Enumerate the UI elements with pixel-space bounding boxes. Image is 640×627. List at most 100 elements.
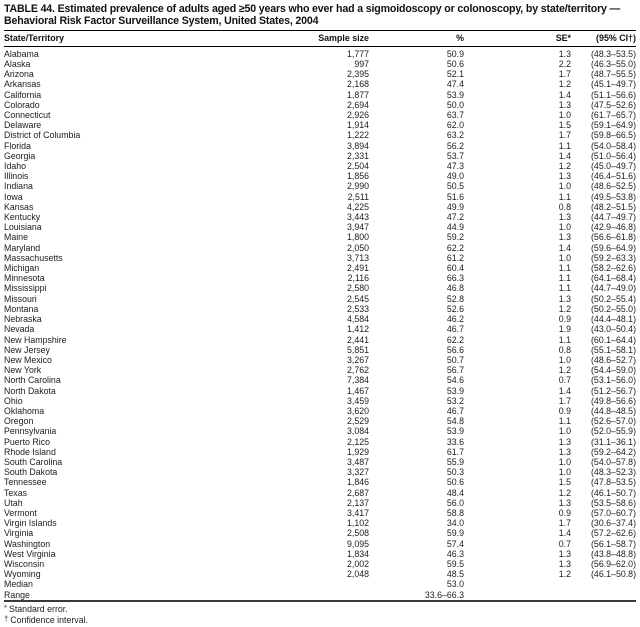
cell-ci: (48.3–53.5) xyxy=(591,48,636,59)
cell-percent: 51.6 xyxy=(446,191,464,202)
cell-percent: 46.7 xyxy=(446,405,464,416)
table-row: Arizona 2,395 52.1 1.7 (48.7–55.5) xyxy=(4,69,636,79)
table-row: Alabama 1,777 50.9 1.3 (48.3–53.5) xyxy=(4,46,636,59)
cell-state-territory: Nebraska xyxy=(4,314,42,325)
cell-ci: (56.6–61.8) xyxy=(591,232,636,243)
table-row: Montana 2,533 52.6 1.2 (50.2–55.0) xyxy=(4,304,636,314)
cell-state-territory: Range xyxy=(4,589,30,600)
table-row: Utah 2,137 56.0 1.3 (53.5–58.6) xyxy=(4,498,636,508)
table-row: Michigan 2,491 60.4 1.1 (58.2–62.6) xyxy=(4,263,636,273)
cell-state-territory: Arizona xyxy=(4,69,34,80)
cell-sample-size: 2,545 xyxy=(346,293,369,304)
table-row: Florida 3,894 56.2 1.1 (54.0–58.4) xyxy=(4,141,636,151)
cell-se: 1.2 xyxy=(558,487,571,498)
footnote-marker-dagger: † xyxy=(4,614,9,624)
cell-percent: 49.9 xyxy=(446,201,464,212)
table-row: Alaska 997 50.6 2.2 (46.3–55.0) xyxy=(4,59,636,69)
table-row: Kansas 4,225 49.9 0.8 (48.2–51.5) xyxy=(4,202,636,212)
cell-state-territory: Wyoming xyxy=(4,569,41,580)
cell-se: 1.7 xyxy=(558,395,571,406)
cell-percent: 62.0 xyxy=(446,120,464,131)
col-header-state-territory: State/Territory xyxy=(4,29,303,47)
cell-se: 1.2 xyxy=(558,365,571,376)
cell-sample-size: 1,856 xyxy=(346,171,369,182)
cell-sample-size: 1,800 xyxy=(346,232,369,243)
cell-sample-size: 1,834 xyxy=(346,548,369,559)
cell-ci: (49.5–53.8) xyxy=(591,191,636,202)
cell-sample-size: 9,095 xyxy=(346,538,369,549)
cell-percent: 60.4 xyxy=(446,263,464,274)
cell-state-territory: Oregon xyxy=(4,416,34,427)
cell-state-territory: Virginia xyxy=(4,528,34,539)
cell-percent: 53.7 xyxy=(446,150,464,161)
cell-se: 1.3 xyxy=(558,232,571,243)
cell-se xyxy=(464,579,571,589)
cell-sample-size: 2,116 xyxy=(347,273,369,284)
cell-state-territory: Ohio xyxy=(4,395,23,406)
cell-se: 1.3 xyxy=(558,497,571,508)
cell-sample-size: 1,846 xyxy=(346,477,369,488)
header-row: State/Territory Sample size % SE* (95% C… xyxy=(4,29,636,47)
cell-state-territory: Maine xyxy=(4,232,28,243)
table-row: North Dakota 1,467 53.9 1.4 (51.2–56.7) xyxy=(4,386,636,396)
table-row: Texas 2,687 48.4 1.2 (46.1–50.7) xyxy=(4,488,636,498)
cell-ci: (59.8–66.5) xyxy=(591,130,636,141)
table-row: Massachusetts 3,713 61.2 1.0 (59.2–63.3) xyxy=(4,253,636,263)
cell-ci: (52.6–57.0) xyxy=(591,416,636,427)
cell-sample-size: 3,620 xyxy=(346,405,369,416)
cell-sample-size: 2,694 xyxy=(346,99,369,110)
cell-sample-size: 2,137 xyxy=(346,497,369,508)
table-row: Oregon 2,529 54.8 1.1 (52.6–57.0) xyxy=(4,416,636,426)
cell-percent: 62.2 xyxy=(446,242,464,253)
cell-state-territory: North Dakota xyxy=(4,385,56,396)
footnote-standard-error: * Standard error. xyxy=(4,603,636,615)
cell-ci xyxy=(571,590,636,601)
cell-ci: (44.4–48.1) xyxy=(591,314,636,325)
footnotes: * Standard error. † Confidence interval. xyxy=(4,602,636,627)
cell-state-territory: Oklahoma xyxy=(4,405,45,416)
table-row: Delaware 1,914 62.0 1.5 (59.1–64.9) xyxy=(4,120,636,130)
table-row: Kentucky 3,443 47.2 1.3 (44.7–49.7) xyxy=(4,212,636,222)
cell-percent: 52.1 xyxy=(446,69,464,80)
cell-ci: (46.1–50.7) xyxy=(591,487,636,498)
cell-sample-size: 2,504 xyxy=(346,161,369,172)
cell-state-territory: Washington xyxy=(4,538,51,549)
table-row: South Carolina 3,487 55.9 1.0 (54.0–57.8) xyxy=(4,457,636,467)
cell-state-territory: Median xyxy=(4,579,33,590)
cell-sample-size: 4,225 xyxy=(346,201,369,212)
cell-sample-size: 2,529 xyxy=(346,416,369,427)
cell-percent: 62.2 xyxy=(446,334,464,345)
cell-sample-size: 2,395 xyxy=(346,69,369,80)
cell-percent: 48.4 xyxy=(446,487,464,498)
table-row: Georgia 2,331 53.7 1.4 (51.0–56.4) xyxy=(4,151,636,161)
cell-se: 1.0 xyxy=(558,426,571,437)
cell-state-territory: South Dakota xyxy=(4,467,58,478)
cell-se: 1.7 xyxy=(558,518,571,529)
cell-sample-size: 2,926 xyxy=(346,110,369,121)
cell-percent: 44.9 xyxy=(446,222,464,233)
cell-se: 1.7 xyxy=(558,130,571,141)
cell-se: 1.4 xyxy=(558,385,571,396)
cell-percent: 53.0 xyxy=(446,579,464,590)
table-row: New York 2,762 56.7 1.2 (54.4–59.0) xyxy=(4,365,636,375)
cell-ci: (51.2–56.7) xyxy=(591,385,636,396)
cell-state-territory: Texas xyxy=(4,487,27,498)
cell-ci: (54.0–57.8) xyxy=(591,456,636,467)
cell-state-territory: New Jersey xyxy=(4,344,50,355)
cell-sample-size: 2,125 xyxy=(346,436,369,447)
cell-state-territory: Alabama xyxy=(4,48,39,59)
cell-state-territory: Wisconsin xyxy=(4,558,45,569)
cell-sample-size: 1,777 xyxy=(346,48,369,59)
cell-state-territory: Connecticut xyxy=(4,110,51,121)
cell-state-territory: Montana xyxy=(4,303,39,314)
table-row: West Virginia 1,834 46.3 1.3 (43.8–48.8) xyxy=(4,549,636,559)
cell-se: 1.5 xyxy=(558,120,571,131)
cell-sample-size xyxy=(303,590,369,601)
footnote-text-standard-error: Standard error. xyxy=(8,603,68,614)
table-row: Missouri 2,545 52.8 1.3 (50.2–55.4) xyxy=(4,294,636,304)
cell-se: 1.3 xyxy=(558,436,571,447)
cell-se: 0.9 xyxy=(558,405,571,416)
cell-sample-size: 2,762 xyxy=(346,365,369,376)
cell-se: 1.4 xyxy=(558,528,571,539)
